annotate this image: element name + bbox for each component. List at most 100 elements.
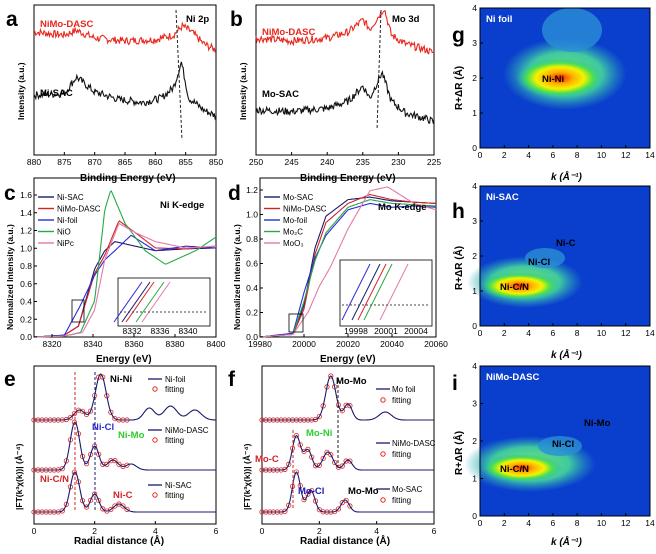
panel-c-xticks: 8320 8340 8360 8380 8400: [43, 334, 226, 349]
xtick-label: 4: [153, 526, 158, 536]
legend-fit-marker: [152, 386, 158, 392]
fitting-point: [108, 409, 114, 415]
panel-f: f 0 2 4 6 Mo-Mo Mo-Ni Mo-C Mo-Cl Mo-Mo Mo f…: [228, 365, 437, 547]
series-line-c-lines-2: [33, 235, 217, 338]
fitting-point: [63, 501, 69, 507]
ft-curve: [262, 434, 434, 471]
panel-h-ylabel: R+ΔR (Å): [452, 246, 465, 290]
panel-a-xticks: 880 875 870 865 860 855 850: [27, 152, 223, 167]
fitting-point: [112, 503, 118, 509]
xtick-label: 865: [118, 157, 132, 167]
panel-c-inset: [117, 277, 211, 327]
panel-letter-a: a: [6, 8, 18, 31]
panel-d-inset-lines: 19998 20001 20004: [341, 263, 430, 336]
fitting-point: [320, 455, 326, 462]
xtick-label: 225: [427, 157, 441, 167]
panel-g-title: Ni foil: [486, 14, 512, 25]
fitting-point: [328, 452, 334, 458]
fitting-point: [83, 504, 90, 510]
panel-d-zoom-box: [288, 313, 304, 333]
fitting-point: [88, 451, 94, 458]
ytick-label: 0.4: [20, 297, 32, 307]
inset-line: [351, 263, 381, 321]
fitting-point: [59, 466, 65, 472]
xtick-label: 0: [260, 526, 265, 536]
panel-d-title: Mo K-edge: [378, 202, 427, 213]
ytick-label: 1.2: [20, 226, 32, 236]
fitting-point: [100, 506, 106, 512]
legend-label: Mo-foil: [283, 216, 307, 225]
fitting-point: [286, 461, 292, 467]
fitting-point: [92, 491, 98, 497]
panel-f-ann-moni: Mo-Ni: [306, 428, 332, 439]
panel-letter-g: g: [452, 24, 465, 47]
panel-d-yticks: 0.0 0.2 0.4 0.6 0.8 1.0 1.2: [246, 185, 263, 342]
fitting-point: [332, 459, 338, 466]
xtick-label: 8400: [207, 339, 226, 349]
legend-label: NiMo-DASC: [392, 439, 436, 448]
panel-b-xticks: 250 245 240 235 230 225: [249, 152, 441, 167]
xtick-label: 4: [374, 526, 379, 536]
panel-h-xlabel: k (Å⁻¹): [551, 348, 583, 361]
series-line-b-lines-1: [255, 70, 435, 125]
panel-c-yticks: 0.0 0.2 0.4 0.6 0.8 1.0 1.2 1.4 1.6: [20, 190, 37, 342]
panel-i-ann-nicn: Ni-C/N: [500, 464, 529, 475]
series-line-d-lines-4: [259, 186, 437, 338]
fitting-point: [104, 461, 110, 467]
inset-line: [121, 281, 151, 323]
panel-i-xlabel: k (Å⁻¹): [551, 535, 583, 548]
panel-h-peak: [480, 272, 560, 300]
legend-label: Mo₂C: [283, 228, 303, 237]
legend-fit-marker: [380, 397, 386, 403]
panel-f-legend: Mo foil fitting NiMo-DASC fitting Mo-SAC fitt…: [376, 385, 436, 505]
panel-d-ylabel: Normalized Intensity (a.u.): [232, 224, 242, 330]
ytick-label: 0.6: [246, 259, 258, 269]
xtick-label: 4: [526, 518, 531, 528]
panel-h: h Ni-SAC Ni-C Ni-Cl Ni-C/N 0 2 4 6 8 10 12 1401…: [452, 181, 655, 361]
fitting-point: [67, 415, 74, 421]
fitting-point: [96, 497, 102, 504]
xtick-label: 0: [32, 526, 37, 536]
fitting-point: [312, 498, 319, 504]
xtick-label: 4: [526, 150, 531, 160]
panel-g-ylabel: R+ΔR (Å): [452, 66, 465, 110]
panel-c-xlabel: Energy (eV): [96, 354, 152, 365]
xtick-label: 0: [478, 328, 483, 338]
xtick-label: 14: [645, 150, 655, 160]
panel-b-title: Mo 3d: [392, 14, 420, 25]
fitting-point: [312, 463, 319, 469]
xtick-label: 19980: [248, 339, 272, 349]
panel-e-ann-nimo: Ni-Mo: [118, 430, 145, 441]
ytick-label: 0.8: [246, 234, 258, 244]
xtick-label: 250: [249, 157, 263, 167]
panel-f-frame: [261, 365, 435, 525]
panel-g-ann: Ni-Ni: [542, 74, 564, 85]
xtick-label: 850: [209, 157, 223, 167]
xtick-label: 14: [645, 518, 655, 528]
ytick-label: 1.4: [20, 208, 32, 218]
ytick-label: 1: [472, 108, 477, 118]
panel-c: c 0.00.20.40.60.81.01.21.41.6 8320 8340 83…: [4, 177, 226, 365]
panel-g-lobe: [542, 8, 602, 52]
inset-tick: 8336: [151, 326, 170, 336]
panel-i-peak: [482, 454, 562, 482]
panel-e-ylabel: |FT(k³χ(k))| (Å⁻⁴): [14, 443, 24, 510]
xtick-label: 20020: [336, 339, 360, 349]
inset-line: [357, 263, 387, 321]
xtick-label: 6: [550, 328, 555, 338]
panel-e-series: [31, 373, 217, 515]
panel-e-legend: Ni-foilfittingNiMo-DASCfittingNi-SACfitt…: [148, 375, 209, 500]
panel-c-title: Ni K-edge: [160, 200, 204, 211]
panel-i-ylabel: R+ΔR (Å): [452, 431, 465, 475]
panel-b-frame: [255, 4, 435, 156]
legend-fit-marker: [152, 437, 158, 443]
series-line-c-lines-4: [34, 222, 217, 338]
panel-e-ann-nini: Ni-Ni: [110, 374, 132, 385]
inset-tick: 20001: [374, 326, 398, 336]
fitting-point: [297, 442, 303, 448]
panel-a-title: Ni 2p: [186, 14, 209, 25]
ytick-label: 1.6: [20, 190, 32, 200]
xtick-label: 2: [92, 526, 97, 536]
